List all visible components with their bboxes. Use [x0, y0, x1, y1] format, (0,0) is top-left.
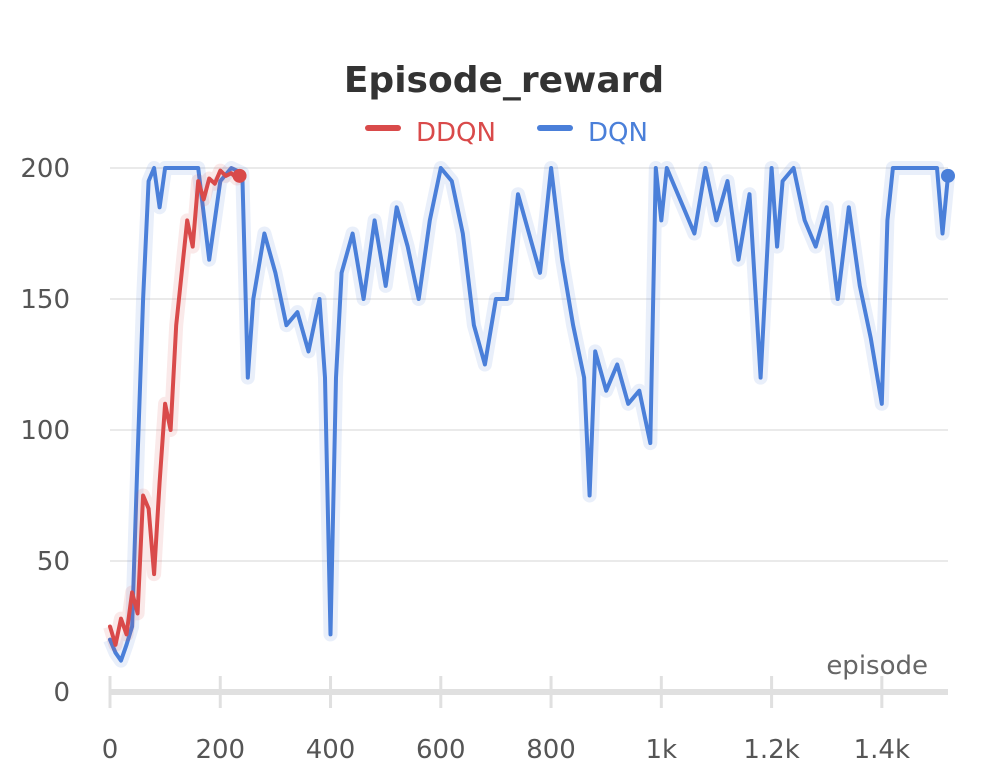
- chart-title: Episode_reward: [344, 60, 664, 101]
- plot-area: [103, 161, 955, 668]
- x-axis: 0 200 400 600 800 1k 1.2k 1.4k: [102, 676, 948, 765]
- y-axis: 0 50 100 150 200: [20, 154, 70, 708]
- y-tick-label: 200: [20, 154, 70, 184]
- x-tick-label: 200: [195, 735, 245, 765]
- x-tick-label: 1k: [646, 735, 678, 765]
- series-line-dqn: [108, 166, 950, 663]
- series-band-dqn: [103, 161, 955, 668]
- series-endpoint-dqn: [941, 168, 955, 183]
- legend: DDQN DQN: [365, 118, 648, 148]
- x-axis-label: episode: [826, 651, 928, 681]
- y-tick-label: 100: [20, 416, 70, 446]
- x-tick-label: 1.2k: [743, 735, 799, 765]
- y-tick-label: 50: [37, 547, 70, 577]
- grid: [110, 167, 948, 562]
- series-line-ddqn: [108, 168, 242, 647]
- legend-label-dqn: DQN: [588, 118, 648, 148]
- x-tick-label: 800: [526, 735, 576, 765]
- x-tick-label: 400: [306, 735, 356, 765]
- series-endpoint-ddqn: [232, 168, 247, 183]
- legend-label-ddqn: DDQN: [416, 118, 496, 148]
- y-tick-label: 0: [53, 678, 70, 708]
- y-tick-label: 150: [20, 285, 70, 315]
- x-tick-label: 600: [416, 735, 466, 765]
- x-tick-label: 0: [102, 735, 119, 765]
- x-tick-label: 1.4k: [854, 735, 910, 765]
